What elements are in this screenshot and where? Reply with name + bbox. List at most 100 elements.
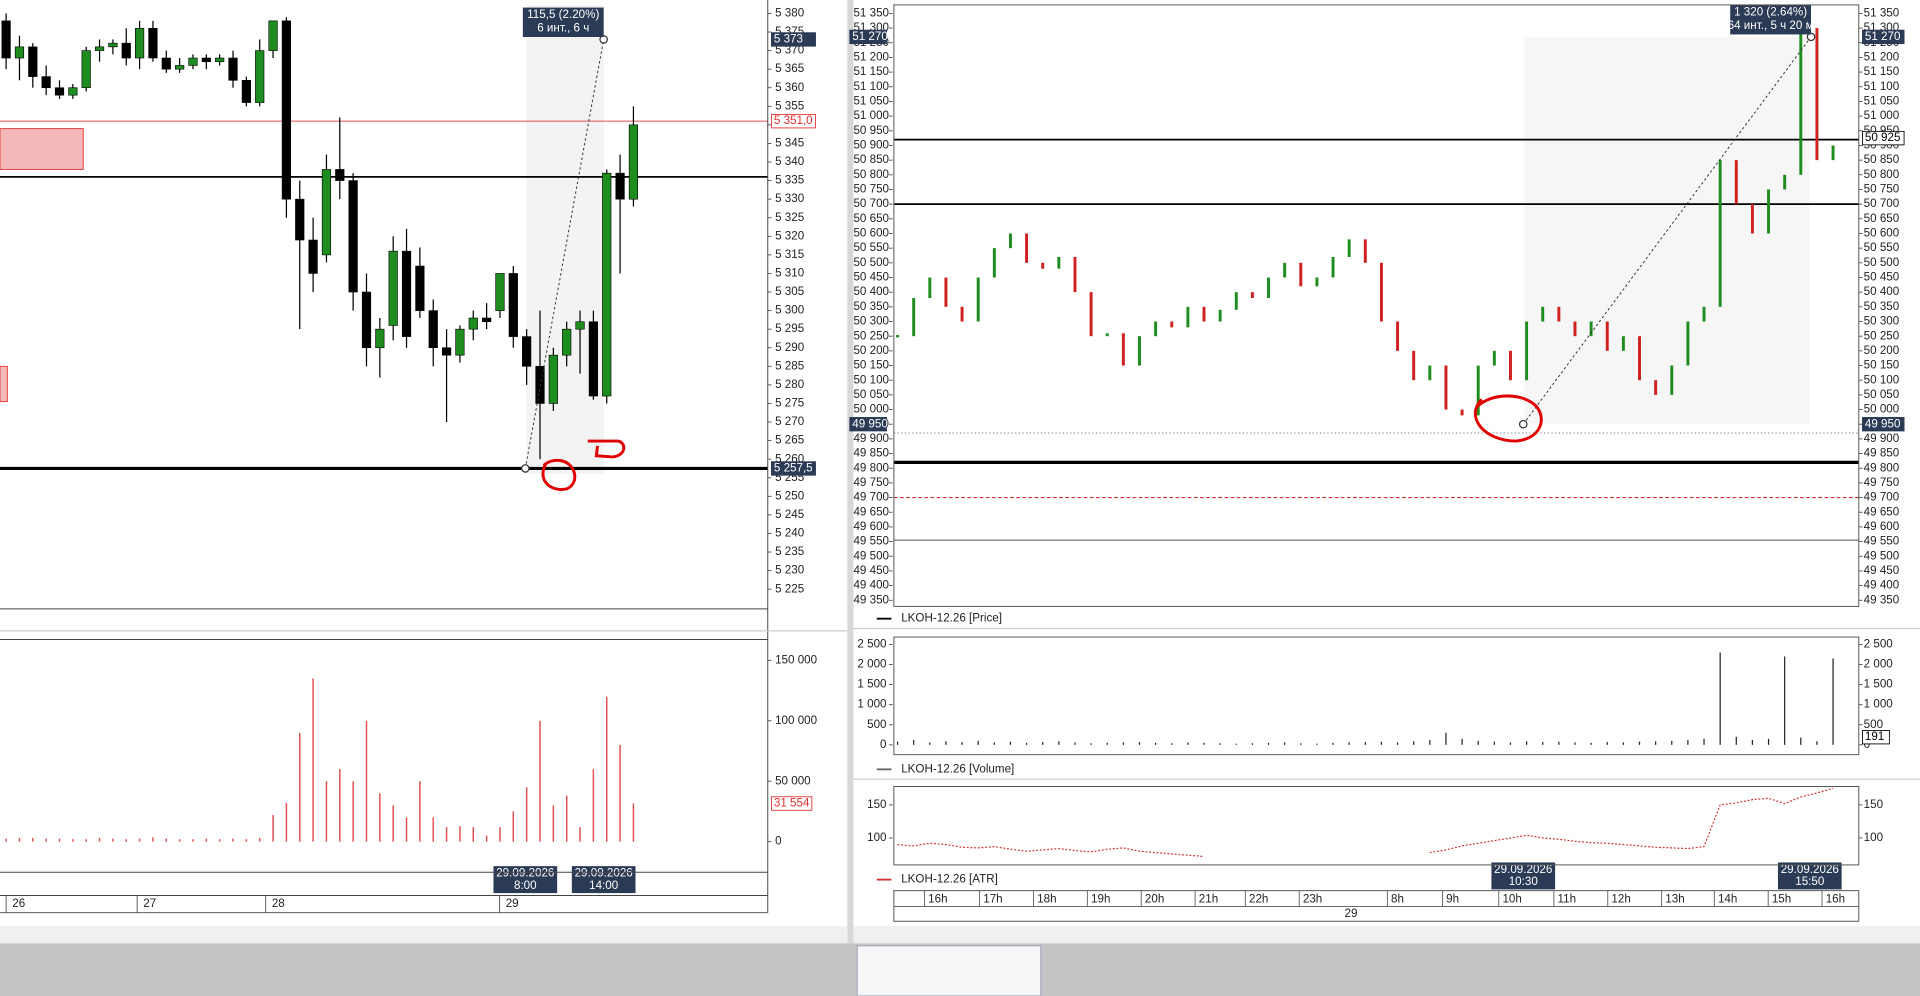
candle-body: [161, 57, 171, 70]
tick-label: 49 350: [853, 593, 889, 606]
tick-label: 50 550: [1864, 241, 1900, 254]
tick-label: 5 340: [775, 155, 805, 168]
tick-label: 5 310: [775, 267, 805, 280]
candle-body: [1154, 321, 1158, 337]
frame: [893, 786, 1860, 866]
candle-body: [1509, 350, 1512, 381]
candle-body: [1234, 292, 1238, 310]
tick-label: 2 500: [1864, 637, 1894, 650]
candle-body: [896, 334, 900, 338]
time-label: 23h: [1303, 892, 1322, 905]
candle-body: [401, 250, 412, 337]
tick-label: 50 450: [853, 271, 889, 284]
tick-label: 5 250: [775, 489, 805, 502]
zone: [0, 365, 8, 403]
splitter[interactable]: [847, 0, 854, 944]
tick-label: 5 235: [775, 545, 804, 558]
tick-label: 50 850: [1864, 153, 1900, 166]
tick-label: 49 900: [1864, 432, 1900, 445]
tick-label: 50 500: [1864, 256, 1900, 269]
candle-body: [1, 20, 11, 59]
tick-label: 2 000: [1864, 658, 1894, 671]
price-badge-label: 5 351,0: [774, 114, 813, 127]
tick-label: 49 550: [1864, 535, 1900, 548]
tick-label: 5 290: [775, 341, 805, 354]
tick-label: 5 225: [775, 582, 804, 595]
candle-body: [1250, 292, 1254, 299]
measure-line: [1522, 36, 1812, 425]
price-badge-label: 49 950: [1865, 417, 1901, 430]
tick-label: 51 200: [1864, 50, 1900, 63]
tick-label: 0: [1864, 738, 1871, 751]
time-label: 19h: [1091, 892, 1110, 905]
price-badge-label: 5 373: [774, 33, 803, 46]
tick-label: 49 650: [1864, 505, 1900, 518]
date-badge-time: 10:30: [1509, 875, 1539, 888]
tick-label: 49 400: [853, 579, 889, 592]
candle-body: [1315, 277, 1319, 287]
price-badge-label: 51 270: [1865, 30, 1901, 43]
candle-body: [508, 273, 518, 337]
scrollbar[interactable]: [0, 926, 848, 944]
tick-label: 50 100: [1864, 373, 1900, 386]
tick-label: 51 350: [1864, 6, 1900, 19]
tick-label: 51 050: [1864, 95, 1900, 108]
candle-body: [81, 50, 91, 89]
tick-label: 5 365: [775, 62, 804, 75]
price-badge: [771, 32, 816, 47]
candle-body: [1331, 256, 1335, 278]
candle-body: [1492, 350, 1496, 366]
day-label: 29: [1344, 907, 1357, 920]
tick-label: 0: [775, 835, 782, 848]
tick-label: 50 650: [1864, 212, 1900, 225]
tick-label: 50 750: [1864, 183, 1900, 196]
tick-label: 50 800: [853, 168, 889, 181]
candle-body: [1605, 321, 1609, 351]
tick-label: 50 900: [853, 139, 889, 152]
price-badge: [1862, 417, 1905, 432]
time-label: 11h: [1558, 892, 1577, 905]
tick-label: 51 350: [853, 6, 889, 19]
price-badge: [1862, 29, 1905, 45]
candle-body: [1815, 28, 1819, 161]
tick-label: 49 550: [853, 535, 889, 548]
tick-label: 5 230: [775, 564, 805, 577]
measure-point: [1518, 419, 1528, 429]
scrollbar[interactable]: [853, 926, 1920, 944]
frame: [893, 4, 1860, 607]
tick-label: 1 000: [1864, 698, 1894, 711]
tick-label: 51 100: [1864, 80, 1900, 93]
time-label: 9h: [1446, 892, 1459, 905]
date-badge: [1491, 862, 1556, 890]
candle-body: [615, 172, 625, 200]
tick-label: 49 800: [1864, 461, 1900, 474]
candle-body: [1105, 333, 1109, 337]
candle-body: [602, 172, 612, 397]
time-label: 20h: [1145, 892, 1164, 905]
price-badge-label: 49 950: [852, 417, 888, 430]
tick-label: 50 300: [853, 315, 889, 328]
price-badge: [1862, 730, 1890, 745]
candle-body: [215, 57, 225, 63]
candle-body: [361, 291, 372, 349]
tick-label: 5 320: [775, 229, 805, 242]
tick-label: 49 900: [853, 432, 889, 445]
candle-body: [1267, 277, 1270, 299]
tab-thumbnail[interactable]: [856, 945, 1042, 996]
candle-body: [94, 46, 105, 51]
zone: [0, 128, 84, 170]
candle-body: [992, 248, 996, 278]
candle-body: [1299, 262, 1303, 287]
candle-body: [1621, 336, 1625, 351]
time-label: 21h: [1199, 892, 1218, 905]
price-badge-label: 31 554: [774, 797, 810, 810]
time-label: 16h: [928, 892, 947, 905]
tick-label: 49 450: [853, 564, 889, 577]
tick-label: 5 270: [775, 415, 805, 428]
time-label: 17h: [983, 892, 1002, 905]
frame: [893, 890, 1860, 922]
tick-label: 500: [867, 718, 887, 731]
tick-label: 100 000: [775, 714, 818, 727]
candle-body: [1396, 321, 1400, 351]
